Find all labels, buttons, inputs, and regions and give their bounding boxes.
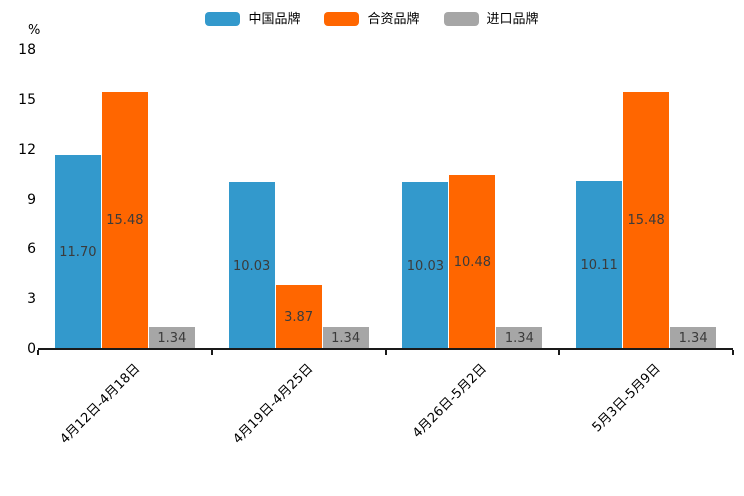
y-axis-tick-label: 6	[27, 241, 36, 258]
x-axis-tick-mark	[558, 350, 561, 355]
bar-合资品牌-5月3日-5月9日	[623, 91, 670, 349]
bar-进口品牌-4月12日-4月18日	[148, 326, 195, 349]
bar-中国品牌-4月19日-4月25日	[228, 182, 275, 349]
legend-label: 进口品牌	[486, 11, 539, 27]
x-axis-category-label: 4月26日-5月2日	[410, 361, 491, 442]
bar-合资品牌-4月26日-5月2日	[449, 174, 496, 349]
x-axis-category-label: 5月3日-5月9日	[589, 361, 665, 436]
y-axis-tick-label: 9	[27, 191, 36, 208]
bar-中国品牌-4月12日-4月18日	[54, 154, 101, 349]
x-axis-category-label: 4月19日-4月25日	[230, 361, 317, 448]
bar-合资品牌-4月12日-4月18日	[101, 91, 148, 349]
x-axis-tick-mark	[210, 350, 213, 355]
legend-swatch-icon	[324, 12, 360, 26]
bar-进口品牌-5月3日-5月9日	[670, 326, 717, 349]
legend-label: 合资品牌	[367, 11, 420, 27]
y-axis-tick-label: 12	[18, 141, 36, 158]
bar-进口品牌-4月26日-5月2日	[496, 326, 543, 349]
x-axis-tick-mark	[384, 350, 387, 355]
legend-label: 中国品牌	[248, 11, 301, 27]
bar-进口品牌-4月19日-4月25日	[322, 326, 369, 349]
y-axis-unit-label: %	[28, 23, 41, 38]
bar-中国品牌-4月26日-5月2日	[402, 182, 449, 349]
bar-中国品牌-5月3日-5月9日	[576, 181, 623, 349]
x-axis-tick-mark	[732, 350, 734, 355]
x-axis-line	[38, 348, 733, 350]
x-axis-category-label: 4月12日-4月18日	[56, 361, 143, 448]
x-axis-tick-mark	[37, 350, 39, 355]
legend-swatch-icon	[443, 12, 479, 26]
y-axis-tick-label: 0	[27, 341, 36, 357]
chart-legend: 中国品牌 合资品牌 进口品牌	[0, 12, 744, 26]
legend-item-3[interactable]: 进口品牌	[443, 11, 539, 27]
legend-item-1[interactable]: 中国品牌	[205, 12, 300, 26]
legend-swatch-icon	[205, 12, 241, 26]
y-axis-tick-label: 15	[18, 91, 36, 108]
legend-item-2[interactable]: 合资品牌	[324, 11, 420, 27]
bar-合资品牌-4月19日-4月25日	[275, 284, 322, 349]
y-axis-tick-label: 18	[18, 42, 36, 58]
y-axis-tick-label: 3	[27, 291, 36, 308]
